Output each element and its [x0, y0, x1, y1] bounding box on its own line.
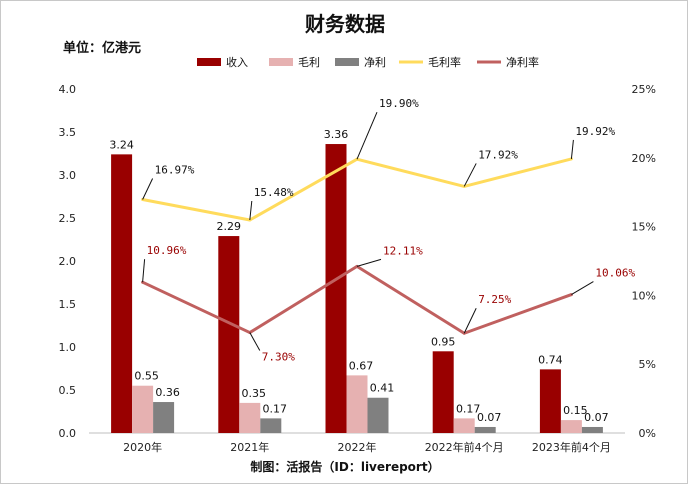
leader-line [356, 111, 378, 160]
bar-1 [432, 351, 454, 433]
line-data-label: 16.97% [155, 163, 195, 176]
y-right-tick-label: 15% [632, 221, 656, 234]
legend-label: 净利 [364, 55, 386, 69]
y-left-tick-label: 1.5 [59, 298, 77, 311]
line-data-label: 12.11% [383, 244, 423, 257]
bar-data-label: 3.24 [109, 138, 134, 151]
chart-credit: 制图：活报告（ID：livereport） [250, 459, 439, 474]
legend-label: 毛利率 [428, 55, 461, 69]
y-right-tick-label: 5% [639, 358, 656, 371]
bar-3 [367, 397, 389, 433]
y-left-tick-label: 3.5 [59, 126, 77, 139]
x-tick-label: 2022年前4个月 [425, 440, 504, 454]
y-left-tick-label: 0.0 [59, 427, 77, 440]
bar-1 [539, 369, 561, 433]
y-left-tick-label: 0.5 [59, 384, 77, 397]
legend: 收入 毛利 净利 毛利率 净利率 [197, 55, 539, 69]
line-data-label: 19.92% [575, 125, 615, 138]
data-labels: 3.24 2.29 3.36 0.95 0.74 0.55 0.35 0.67 0.17 0.15… [109, 97, 635, 424]
y-left-tick-label: 4.0 [59, 83, 77, 96]
line-group [141, 157, 573, 335]
leader-line [249, 332, 261, 351]
y-right-tick-label: 0% [639, 427, 656, 440]
x-tick-label: 2023年前4个月 [532, 440, 611, 454]
leader-line [249, 200, 253, 221]
leader-line [142, 178, 154, 200]
y-left-tick-label: 3.0 [59, 169, 77, 182]
x-tick-label: 2021年 [230, 440, 269, 454]
y-left-tick-label: 2.5 [59, 212, 77, 225]
bar-data-label: 0.41 [370, 382, 395, 395]
bar-group [111, 144, 603, 434]
bar-data-label: 0.67 [349, 359, 374, 372]
bar-data-label: 0.07 [477, 411, 502, 424]
line-data-label: 7.30% [262, 351, 295, 364]
bar-1 [325, 144, 347, 434]
bar-3 [474, 426, 496, 433]
line-data-label: 10.96% [147, 244, 187, 257]
line-series-1 [142, 157, 572, 222]
leader-line [463, 163, 477, 187]
bar-data-label: 0.07 [584, 411, 609, 424]
y-right-tick-label: 10% [632, 289, 656, 302]
line-data-label: 17.92% [478, 148, 518, 161]
axes: 0.0 0.5 1.0 1.5 2.0 2.5 3.0 3.5 4.0 0% 5% 10% 15% 20%… [59, 83, 657, 454]
bar-2 [560, 420, 582, 433]
bar-1 [111, 154, 133, 434]
unit-label: 单位：亿港元 [63, 40, 141, 56]
bar-data-label: 0.17 [263, 402, 288, 415]
line-data-label: 15.48% [254, 186, 294, 199]
leader-line [570, 139, 574, 159]
x-tick-label: 2022年 [338, 440, 377, 454]
legend-swatch [269, 58, 293, 66]
y-right-tick-label: 20% [632, 152, 656, 165]
bar-data-label: 0.35 [242, 387, 267, 400]
bar-3 [581, 426, 603, 433]
legend-swatch [197, 58, 221, 66]
bar-2 [239, 402, 261, 433]
bar-data-label: 2.29 [217, 220, 242, 233]
leader-line [142, 259, 146, 283]
bar-data-label: 0.95 [431, 335, 456, 348]
bar-3 [260, 418, 282, 433]
bar-1 [218, 236, 240, 433]
y-right-tick-label: 25% [632, 83, 656, 96]
bar-data-label: 0.15 [563, 404, 588, 417]
legend-swatch [335, 58, 359, 66]
x-tick-label: 2020年 [123, 440, 162, 454]
bar-2 [132, 385, 154, 433]
leader-line [356, 258, 382, 267]
y-left-tick-label: 1.0 [59, 341, 77, 354]
bar-data-label: 0.17 [456, 402, 481, 415]
chart-title: 财务数据 [305, 12, 385, 36]
leader-line [463, 308, 477, 334]
line-data-label: 10.06% [595, 267, 635, 280]
line-data-label: 19.90% [379, 97, 419, 110]
leader-line [571, 281, 594, 296]
bar-2 [453, 418, 475, 433]
bar-3 [153, 402, 175, 433]
bar-2 [346, 375, 368, 433]
legend-label: 净利率 [506, 55, 539, 69]
bar-data-label: 3.36 [324, 128, 349, 141]
line-data-label: 7.25% [478, 293, 511, 306]
bar-data-label: 0.55 [134, 370, 159, 383]
y-left-tick-label: 2.0 [59, 255, 77, 268]
legend-label: 毛利 [298, 56, 320, 69]
bar-data-label: 0.74 [538, 353, 563, 366]
legend-label: 收入 [226, 55, 248, 69]
bar-data-label: 0.36 [155, 386, 180, 399]
